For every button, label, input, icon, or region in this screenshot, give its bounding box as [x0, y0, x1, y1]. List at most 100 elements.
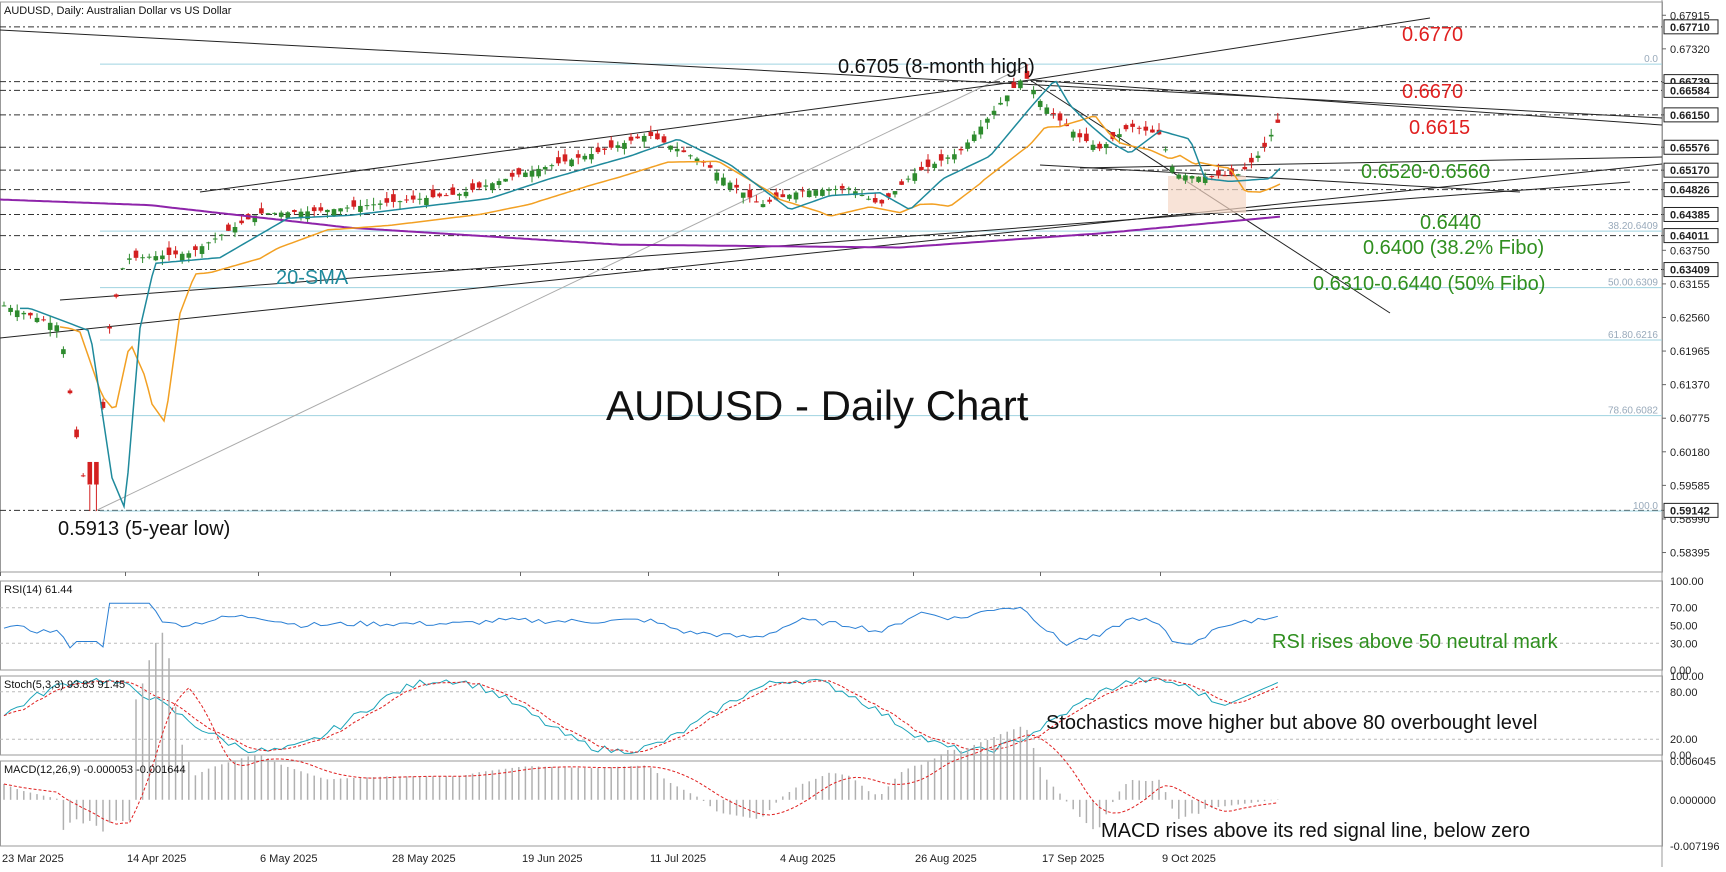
- candle-body: [100, 401, 106, 408]
- candle-body: [503, 178, 508, 182]
- candle-body: [740, 192, 746, 198]
- candle-body: [971, 134, 977, 141]
- price-tag-box: [1663, 182, 1719, 198]
- candle-body: [991, 110, 997, 115]
- candle-body: [41, 319, 46, 321]
- green-level-label: 0.6310-0.6440 (50% Fibo): [1313, 273, 1545, 295]
- candle-body: [358, 205, 363, 212]
- macd-histogram-group: [3, 632, 1279, 832]
- candle-body: [635, 136, 640, 139]
- stoch-label: Stoch(5,3,3) 93.83 91.45: [4, 679, 125, 691]
- rsi-tick-label: 30.00: [1670, 638, 1698, 650]
- date-tick-label: 11 Jul 2025: [650, 853, 706, 865]
- trend-line: [0, 163, 1663, 339]
- candle-body: [318, 207, 324, 211]
- price-tick-label: 0.61370: [1670, 380, 1710, 392]
- candle-body: [1084, 133, 1089, 142]
- candle-body: [1183, 175, 1188, 181]
- candles-group: [1, 64, 1281, 512]
- candle-body: [490, 183, 495, 190]
- candle-body: [186, 253, 192, 258]
- candle-body: [351, 200, 357, 207]
- candle-body: [1024, 70, 1030, 79]
- stoch-tick-label: 0.00: [1670, 750, 1691, 762]
- candle-body: [1070, 131, 1076, 138]
- candle-body: [1103, 144, 1109, 149]
- candle-body: [879, 199, 885, 204]
- trend-line: [1039, 164, 1521, 193]
- candle-body: [285, 212, 291, 219]
- candle-body: [589, 153, 594, 160]
- macd-label: MACD(12,26,9) -0.000053 -0.001644: [4, 764, 186, 776]
- fib-level-label: 50.00.6309: [1608, 278, 1658, 289]
- candle-body: [694, 158, 700, 162]
- price-tag-label: 0.66584: [1670, 85, 1711, 97]
- fib-level-label: 61.80.6216: [1608, 330, 1658, 341]
- rsi-panel-frame: [0, 580, 1663, 671]
- candle-body: [1037, 100, 1043, 107]
- candle-body: [793, 192, 799, 200]
- price-tag-box: [1663, 228, 1719, 244]
- price-tick-label: 0.63750: [1670, 245, 1710, 257]
- fib-diagonal-line: [94, 63, 1031, 512]
- candle-body: [641, 135, 647, 142]
- rsi-tick-label: 70.00: [1670, 603, 1698, 615]
- candle-body: [925, 159, 931, 167]
- candle-body: [166, 247, 172, 255]
- candle-body: [556, 157, 561, 164]
- candle-body: [681, 150, 687, 153]
- candle-body: [470, 183, 475, 190]
- candle-body: [437, 193, 442, 197]
- price-tick-label: 0.59585: [1670, 480, 1710, 492]
- candle-body: [199, 246, 205, 254]
- candle-body: [417, 198, 423, 200]
- candle-body: [919, 166, 924, 171]
- candle-body: [622, 142, 627, 149]
- candle-body: [747, 189, 753, 198]
- candle-body: [714, 172, 720, 181]
- candle-body: [859, 195, 865, 197]
- candle-body: [958, 148, 964, 151]
- candle-body: [1077, 133, 1083, 138]
- macd-annotation: MACD rises above its red signal line, be…: [1101, 820, 1530, 842]
- candle-body: [80, 475, 86, 477]
- candle-body: [754, 201, 759, 203]
- candle-body: [767, 199, 772, 202]
- candle-body: [1209, 175, 1215, 177]
- date-tick-label: 4 Aug 2025: [780, 853, 836, 865]
- green-level-label: 0.6440: [1420, 212, 1481, 234]
- low-annotation: 0.5913 (5-year low): [58, 518, 230, 540]
- macd-tick-label: -0.007196: [1670, 841, 1720, 853]
- candle-body: [1097, 143, 1102, 149]
- candle-body: [232, 226, 238, 233]
- candle-body: [846, 188, 852, 190]
- candle-body: [1051, 112, 1056, 114]
- price-tag-box: [1663, 502, 1719, 518]
- candle-body: [668, 145, 673, 150]
- candle-body: [21, 312, 27, 315]
- candle-body: [113, 294, 119, 297]
- price-tag-label: 0.64826: [1670, 185, 1710, 197]
- candle-body: [278, 212, 284, 217]
- price-tick-label: 0.58395: [1670, 548, 1710, 560]
- candle-body: [1004, 95, 1010, 102]
- date-tick-label: 28 May 2025: [392, 853, 456, 865]
- candle-body: [1222, 175, 1228, 177]
- candle-body: [1163, 149, 1168, 151]
- candle-body: [661, 136, 667, 143]
- candle-body: [331, 209, 337, 216]
- candle-body: [932, 163, 937, 169]
- candle-body: [1189, 176, 1195, 179]
- candle-body: [1, 305, 7, 307]
- candle-body: [94, 461, 99, 485]
- candle-body: [602, 148, 607, 150]
- rsi-line: [3, 602, 1278, 649]
- high-annotation: 0.6705 (8-month high): [838, 56, 1035, 78]
- price-tag-label: 0.64385: [1670, 209, 1710, 221]
- candle-body: [1090, 144, 1096, 150]
- rsi-tick-label: 100.00: [1670, 576, 1704, 588]
- date-tick-label: 26 Aug 2025: [915, 853, 977, 865]
- candle-body: [945, 157, 951, 159]
- price-tick-label: 0.67915: [1670, 10, 1710, 22]
- candle-body: [364, 205, 370, 207]
